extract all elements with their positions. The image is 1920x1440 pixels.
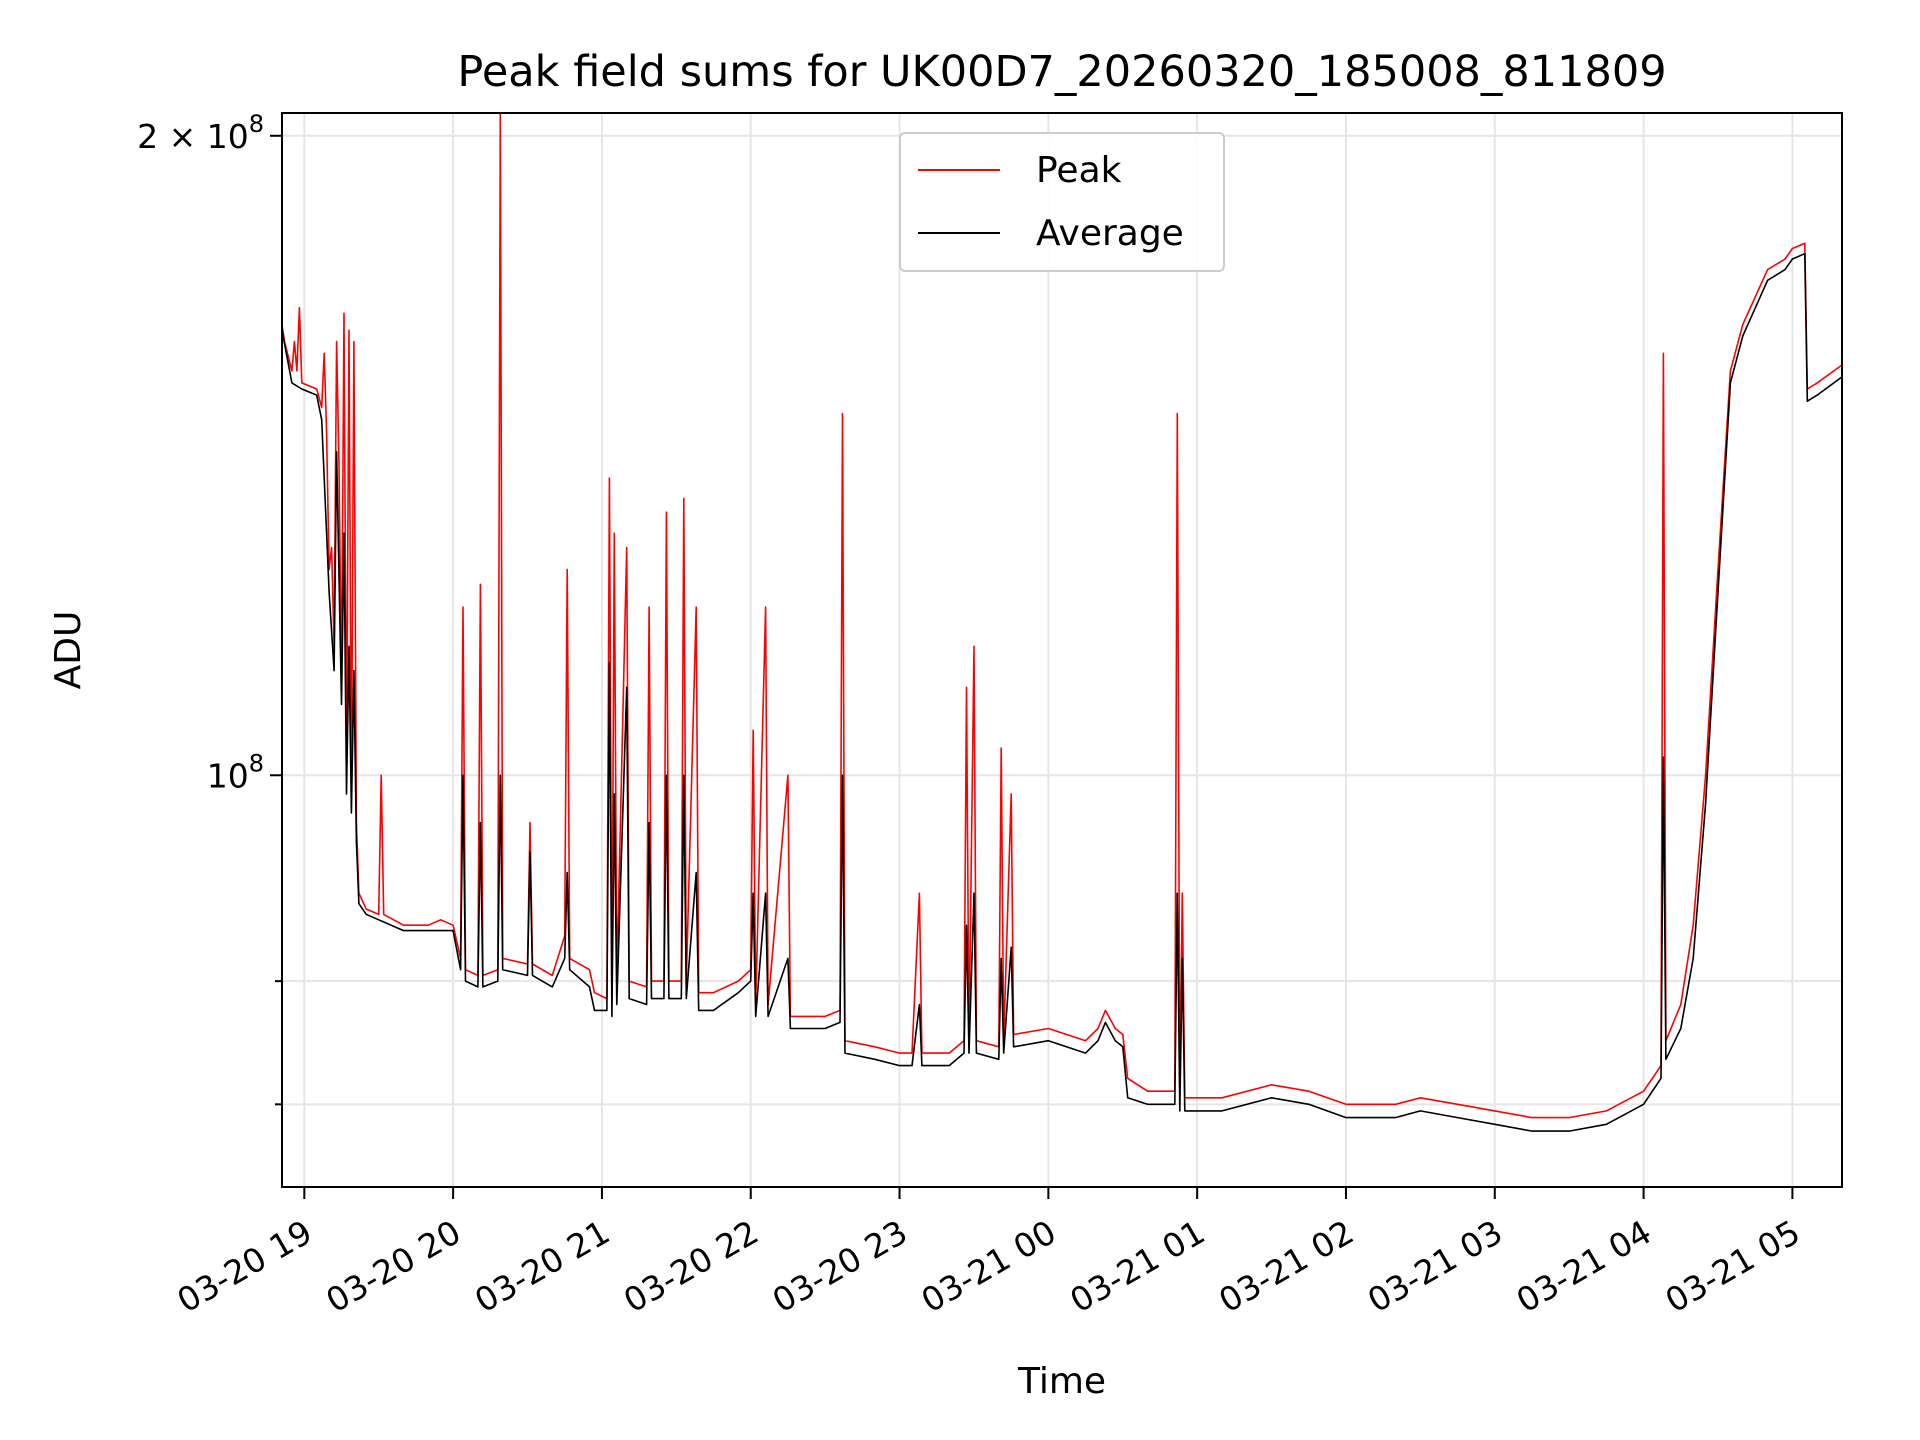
legend: Peak Average <box>899 132 1225 272</box>
chart-title: Peak field sums for UK00D7_20260320_1850… <box>457 47 1666 97</box>
x-axis-label: Time <box>1017 1361 1106 1402</box>
y-tick-base: 10 <box>207 117 249 156</box>
series-line-average <box>281 252 1843 1132</box>
series-layer <box>281 112 1843 1132</box>
legend-label-peak: Peak <box>1036 150 1122 191</box>
legend-label-average: Average <box>1036 213 1184 254</box>
y-tick-exp: 8 <box>249 749 264 777</box>
y-tick-label: 108 <box>207 749 264 795</box>
y-tick-mult: 2 × <box>137 117 207 156</box>
y-tick-exp: 8 <box>249 110 264 138</box>
grid <box>282 113 1842 1187</box>
y-axis-label: ADU <box>48 611 89 690</box>
y-tick-label: 2 × 108 <box>137 110 264 156</box>
y-tick-base: 10 <box>207 756 249 795</box>
legend-box <box>899 132 1225 272</box>
plot-frame <box>281 112 1843 1188</box>
